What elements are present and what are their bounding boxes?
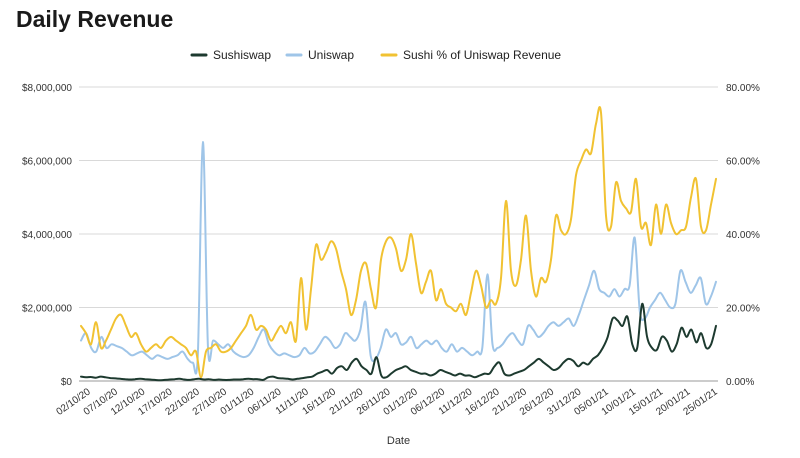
y-tick-label: $6,000,000: [22, 157, 72, 168]
y2-tick-label: 60.00%: [726, 157, 760, 168]
series-line-sushi-of-uniswap-revenue: [80, 106, 717, 379]
legend-label-sushiswap: Sushiswap: [213, 48, 271, 62]
x-axis-label: Date: [387, 435, 410, 447]
y-tick-label: $0: [61, 377, 73, 388]
series-line-sushiswap: [80, 302, 717, 382]
y-tick-label: $4,000,000: [22, 230, 72, 241]
y2-tick-label: 20.00%: [726, 304, 760, 315]
series-line-uniswap: [80, 141, 717, 375]
legend-label-uniswap: Uniswap: [308, 48, 354, 62]
legend-label-sushi-of-uniswap-revenue: Sushi % of Uniswap Revenue: [403, 48, 561, 62]
y-tick-label: $8,000,000: [22, 83, 72, 94]
y2-tick-label: 80.00%: [726, 83, 760, 94]
y2-tick-label: 40.00%: [726, 230, 760, 241]
y-tick-label: $2,000,000: [22, 304, 72, 315]
chart-title: Daily Revenue: [16, 6, 174, 32]
y2-tick-label: 0.00%: [726, 377, 754, 388]
